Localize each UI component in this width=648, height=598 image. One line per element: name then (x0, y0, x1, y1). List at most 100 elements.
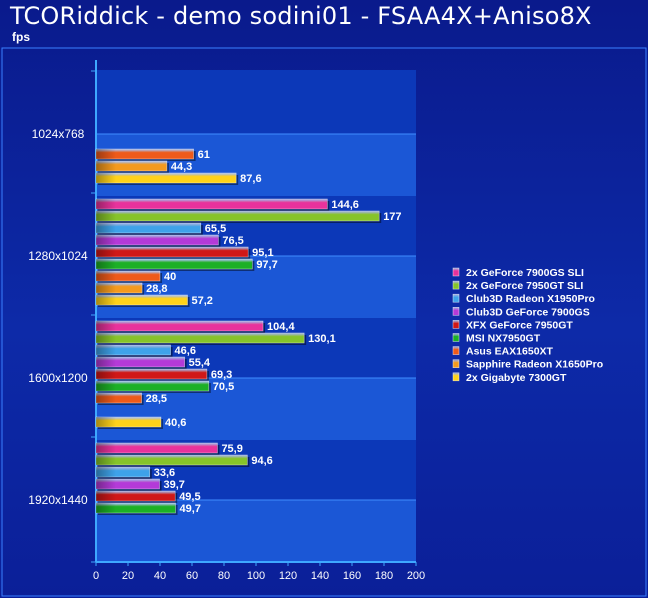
legend-swatch (452, 280, 460, 290)
bar (95, 258, 253, 270)
category-label: 1920x1440 (28, 493, 88, 507)
data-label: 40,6 (165, 417, 186, 429)
data-label: 28,8 (146, 283, 167, 295)
legend-label: Club3D Radeon X1950Pro (466, 293, 595, 305)
x-tick-label: 200 (407, 570, 425, 582)
data-label: 95,1 (252, 247, 273, 259)
bar (95, 320, 264, 332)
data-label: 69,3 (211, 369, 232, 381)
x-tick-label: 0 (93, 570, 99, 582)
legend-swatch (452, 333, 460, 342)
legend-label: 2x GeForce 7950GT SLI (466, 280, 583, 292)
data-label: 49,7 (180, 503, 201, 515)
legend-swatch (452, 306, 460, 316)
x-tick-label: 60 (186, 570, 198, 582)
bar-shade (96, 393, 116, 403)
data-label: 39,7 (164, 479, 185, 491)
data-label: 144,6 (331, 199, 359, 211)
bar-shade (96, 333, 116, 343)
legend-label: Sapphire Radeon X1650Pro (466, 359, 603, 371)
category-label: 1280x1024 (28, 249, 88, 263)
data-label: 94,6 (251, 455, 272, 467)
legend-swatch (452, 293, 460, 303)
bar-shade (96, 199, 116, 209)
data-label: 55,4 (189, 357, 211, 369)
data-label: 49,5 (179, 491, 200, 503)
bar (95, 332, 305, 344)
x-tick-label: 180 (375, 570, 393, 582)
data-label: 33,6 (154, 467, 175, 479)
data-label: 70,5 (213, 381, 234, 393)
unit-label: fps (12, 30, 30, 44)
bar-shade (96, 173, 116, 183)
x-tick-label: 100 (247, 570, 265, 582)
data-label: 28,5 (146, 393, 167, 405)
bar-shade (96, 443, 116, 453)
legend-swatch (452, 372, 460, 382)
legend-swatch (452, 359, 460, 369)
x-tick-label: 20 (122, 570, 134, 582)
bar (95, 454, 248, 466)
bars: 61 44,3 87,6 144,6 177 65,576,5 95,197,7 4028,8… (95, 148, 402, 515)
legend-label: Club3D GeForce 7900GS (466, 306, 590, 318)
legend-swatch (452, 267, 460, 277)
bar-shade (96, 357, 116, 367)
category-labels: 1024x768 1280x1024 1600x1200 1920x1440 (28, 127, 88, 507)
bar-shade (96, 321, 116, 331)
x-tick-label: 120 (279, 570, 297, 582)
chart-title: TCORiddick - demo sodini01 - FSAA4X+Anis… (10, 2, 592, 30)
data-label: 40 (164, 271, 176, 283)
data-label: 65,5 (205, 223, 226, 235)
bar (95, 210, 380, 222)
bar-shade (96, 491, 116, 501)
outer-frame (1, 47, 647, 597)
x-tick-label: 80 (218, 570, 230, 582)
data-label: 57,2 (192, 295, 213, 307)
bar (95, 246, 249, 258)
category-label: 1024x768 (32, 127, 85, 141)
data-label: 44,3 (171, 161, 192, 173)
bar-shade (96, 417, 116, 427)
legend-label: 2x GeForce 7900GS SLI (466, 267, 584, 279)
bar-shade (96, 479, 116, 489)
bar-shade (96, 247, 116, 257)
bar-shade (96, 211, 116, 221)
bar-shade (96, 161, 116, 171)
legend-label: XFX GeForce 7950GT (466, 319, 573, 331)
axes: 0 20 40 60 80 100 120 140 160 180 200 (91, 60, 425, 582)
bar-shade (96, 259, 116, 269)
data-label: 130,1 (308, 333, 336, 345)
data-label: 87,6 (240, 173, 261, 185)
data-label: 75,9 (221, 443, 242, 455)
bar-shade (96, 467, 116, 477)
bar-shade (96, 235, 116, 245)
bar-shade (96, 295, 116, 305)
legend-swatch (452, 320, 460, 329)
bar-shade (96, 283, 116, 293)
legend-swatch (452, 346, 460, 355)
bar (95, 198, 328, 210)
bar-shade (96, 503, 116, 513)
bar-shade (96, 369, 116, 379)
bar-shade (96, 345, 116, 355)
bar (95, 172, 237, 184)
x-tick-label: 40 (154, 570, 166, 582)
data-label: 97,7 (256, 259, 277, 271)
bar-shade (96, 223, 116, 233)
data-label: 61 (198, 149, 210, 161)
data-label: 76,5 (222, 235, 243, 247)
category-bands (96, 133, 416, 562)
data-label: 177 (383, 211, 401, 223)
data-label: 46,6 (175, 345, 196, 357)
bar-shade (96, 271, 116, 281)
x-tick-label: 160 (343, 570, 361, 582)
legend-label: 2x Gigabyte 7300GT (466, 372, 567, 384)
legend-label: MSI NX7950GT (466, 333, 541, 345)
bar-shade (96, 149, 116, 159)
category-label: 1600x1200 (28, 371, 88, 385)
bar-shade (96, 455, 116, 465)
x-tick-label: 140 (311, 570, 329, 582)
data-label: 104,4 (267, 321, 295, 333)
